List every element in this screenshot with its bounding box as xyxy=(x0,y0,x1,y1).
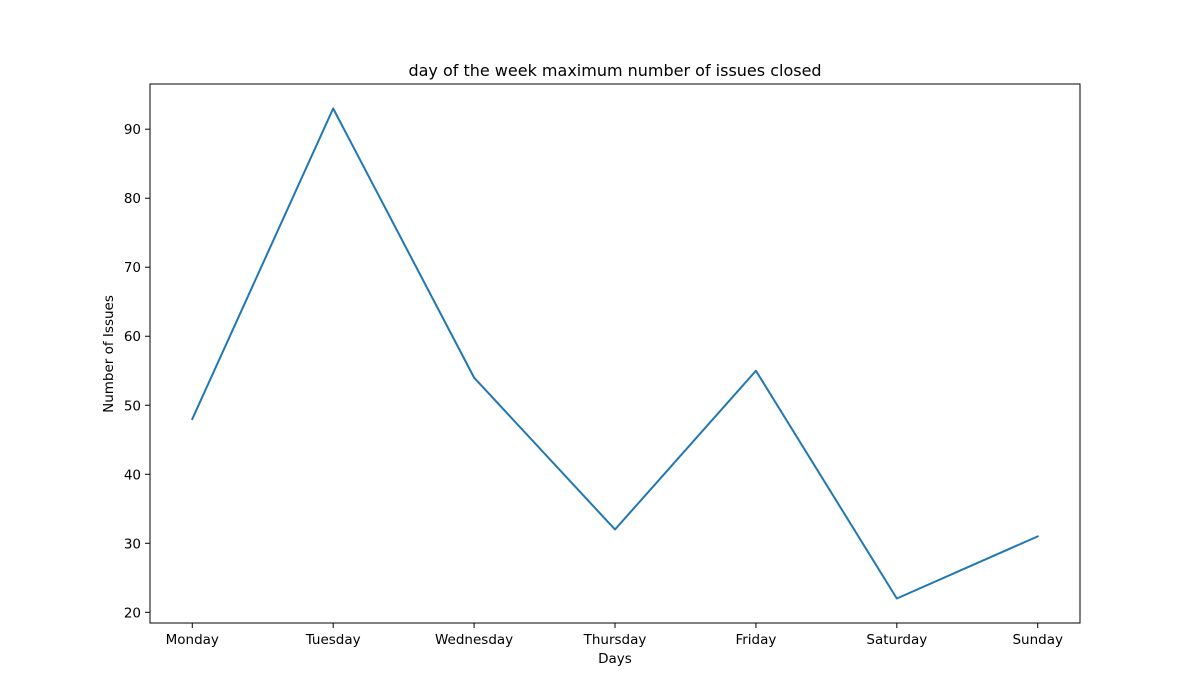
plot-area xyxy=(150,84,1080,623)
series-layer xyxy=(190,107,1040,600)
y-tick-label: 30 xyxy=(124,536,141,552)
y-tick-label: 20 xyxy=(124,605,141,621)
y-tick-label: 60 xyxy=(124,329,141,345)
x-tick-label: Wednesday xyxy=(435,632,513,648)
y-axis-ticks: 20 30 40 50 60 70 80 90 xyxy=(124,122,150,621)
x-tick-label: Thursday xyxy=(583,632,647,648)
x-tick-label: Sunday xyxy=(1012,632,1063,648)
y-axis-label: Number of Issues xyxy=(101,295,117,413)
x-tick-label: Tuesday xyxy=(305,632,361,648)
y-tick-label: 50 xyxy=(124,398,141,414)
y-tick-label: 40 xyxy=(124,467,141,483)
x-tick-label: Monday xyxy=(166,632,219,648)
x-tick-label: Saturday xyxy=(866,632,927,648)
x-axis-label: Days xyxy=(598,651,632,667)
x-axis-ticks: Monday Tuesday Wednesday Thursday Friday Satu… xyxy=(166,623,1063,648)
plot-frame xyxy=(149,83,1081,624)
y-tick-label: 80 xyxy=(124,191,141,207)
chart-title: day of the week maximum number of issues… xyxy=(408,61,821,80)
series-line xyxy=(190,107,1040,600)
x-tick-label: Friday xyxy=(735,632,776,648)
y-tick-label: 90 xyxy=(124,122,141,138)
y-tick-label: 70 xyxy=(124,260,141,276)
